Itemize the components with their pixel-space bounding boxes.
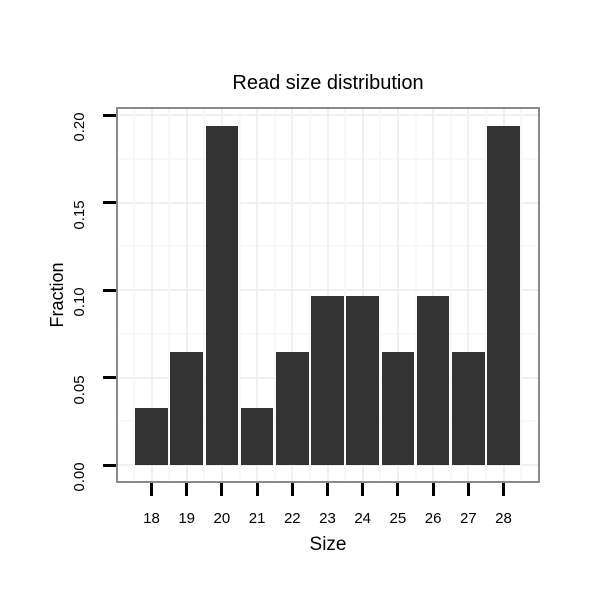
x-tick-label: 24 — [354, 510, 372, 527]
y-tick-label: 0.00 — [71, 462, 88, 492]
gridline-x-major — [396, 109, 399, 481]
gridline-x-minor — [273, 109, 276, 481]
x-axis-tick — [466, 483, 470, 496]
gridline-x-minor — [449, 109, 452, 481]
x-tick-label: 19 — [178, 510, 196, 527]
y-axis-tick — [103, 376, 116, 379]
x-axis-tick — [326, 483, 329, 496]
gridline-x-major — [291, 109, 294, 481]
x-axis-tick — [185, 483, 189, 496]
y-axis-tick — [103, 463, 116, 467]
x-axis-tick — [361, 483, 365, 496]
gridline-x-minor — [308, 109, 311, 481]
bar-20 — [205, 126, 239, 465]
gridline-x-major — [361, 109, 364, 481]
x-axis-title: Size — [309, 534, 347, 555]
gridline-x-minor — [379, 109, 382, 481]
x-axis-tick — [220, 483, 224, 496]
gridline-x-major — [432, 109, 435, 481]
gridline-x-major — [467, 109, 470, 481]
bar-19 — [170, 352, 203, 465]
y-axis-tick — [103, 288, 116, 292]
bar-25 — [381, 352, 415, 465]
bar-22 — [276, 352, 309, 465]
y-tick-label: 0.10 — [71, 287, 88, 317]
gridline-x-minor — [344, 109, 347, 481]
bar-18 — [135, 408, 168, 465]
gridline-x-major — [256, 109, 259, 481]
gridline-x-minor — [520, 109, 523, 481]
gridline-x-minor — [484, 109, 487, 481]
bar-28 — [487, 126, 520, 465]
gridline-x-minor — [132, 109, 135, 481]
y-axis-title: Fraction — [47, 262, 67, 328]
y-axis-tick — [103, 201, 116, 204]
x-tick-label: 26 — [424, 510, 442, 527]
x-tick-label: 27 — [459, 510, 477, 527]
y-axis-tick — [103, 113, 116, 117]
x-axis-tick — [290, 483, 294, 496]
x-tick-label: 23 — [319, 510, 336, 527]
y-tick-label: 0.15 — [71, 199, 88, 230]
gridline-x-minor — [238, 109, 241, 481]
gridline-x-minor — [168, 109, 171, 481]
x-tick-label: 21 — [248, 510, 266, 527]
bar-24 — [346, 295, 379, 465]
y-tick-label: 0.20 — [71, 112, 88, 142]
x-axis-tick — [431, 483, 435, 496]
x-tick-label: 20 — [213, 510, 231, 527]
bar-23 — [311, 295, 344, 465]
bar-27 — [452, 352, 485, 465]
bar-21 — [240, 408, 274, 465]
gridline-x-major — [150, 109, 153, 481]
x-tick-label: 25 — [389, 510, 407, 527]
x-axis-tick — [502, 483, 505, 496]
plot-panel — [116, 107, 540, 483]
gridline-x-minor — [414, 109, 417, 481]
x-axis-tick — [255, 483, 259, 496]
gridline-x-minor — [203, 109, 206, 481]
y-tick-label: 0.05 — [71, 374, 88, 405]
chart-title: Read size distribution — [232, 72, 424, 94]
x-axis-tick — [396, 483, 400, 496]
x-tick-label: 22 — [283, 510, 301, 527]
x-tick-label: 28 — [495, 510, 512, 527]
bar-26 — [416, 295, 450, 465]
x-axis-tick — [150, 483, 153, 496]
x-tick-label: 18 — [143, 510, 160, 527]
gridline-x-major — [185, 109, 188, 481]
gridline-x-major — [326, 109, 329, 481]
